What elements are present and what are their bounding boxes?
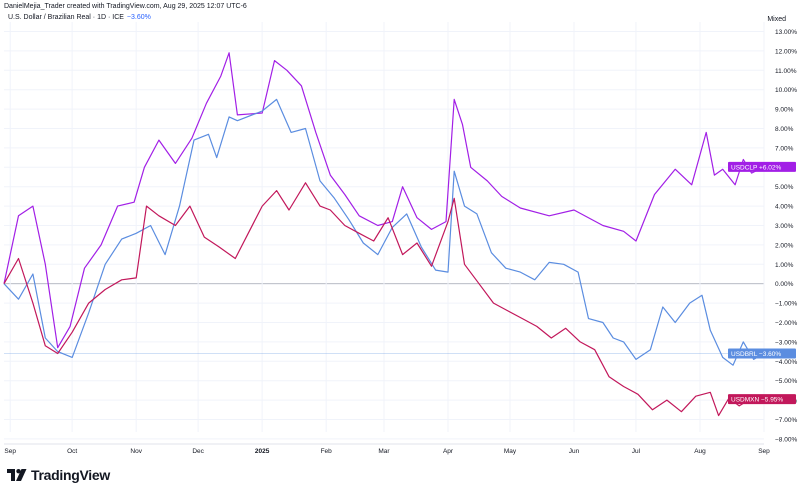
last-label-text: USDCLP +6.02%	[731, 164, 782, 171]
symbol-change: −3.60%	[126, 14, 151, 21]
y-tick-label: 11.00%	[775, 68, 797, 75]
y-tick-label: −3.00%	[775, 339, 797, 346]
symbol-title[interactable]: U.S. Dollar / Brazilian Real · 1D · ICE −…	[8, 14, 151, 21]
x-tick-label: Mar	[378, 448, 390, 455]
chart-attribution: DanielMejia_Trader created with TradingV…	[4, 3, 247, 10]
x-tick-label: Sep	[758, 448, 770, 455]
series-last-labels: USDCLP +6.02% USDBRL −3.60% USDMXN −5.95%	[728, 161, 796, 405]
last-label-text: USDMXN −5.95%	[731, 397, 783, 404]
y-tick-label: 2.00%	[775, 242, 794, 249]
y-tick-label: 13.00%	[775, 29, 797, 36]
y-tick-label: 9.00%	[775, 107, 794, 114]
last-label-usdmxn: USDMXN −5.95%	[728, 394, 796, 405]
y-tick-label: −2.00%	[775, 320, 797, 327]
series-line-usdclp	[3, 52, 765, 349]
grid	[4, 22, 765, 440]
series-line-usdmxn	[3, 182, 765, 417]
x-tick-label: Nov	[130, 448, 142, 455]
x-tick-label: Sep	[4, 448, 16, 455]
y-tick-label: 4.00%	[775, 204, 794, 211]
scale-mode-label[interactable]: Mixed	[767, 16, 786, 23]
x-tick-label: Jun	[569, 448, 580, 455]
tradingview-logo-icon	[7, 469, 27, 481]
brand-name: TradingView	[31, 467, 110, 483]
last-label-usdclp: USDCLP +6.02%	[728, 161, 796, 172]
y-tick-label: 3.00%	[775, 223, 794, 230]
y-tick-label: −7.00%	[775, 417, 797, 424]
y-tick-label: 1.00%	[775, 262, 794, 269]
y-tick-label: 8.00%	[775, 126, 794, 133]
time-axis[interactable]: Sep Oct Nov Dec 2025 Feb Mar Apr May Jun Jul Aug Sep	[4, 443, 770, 455]
last-label-usdbrl: USDBRL −3.60%	[728, 348, 796, 359]
symbol-title-text: U.S. Dollar / Brazilian Real · 1D · ICE	[8, 14, 124, 21]
y-tick-label: −8.00%	[775, 436, 797, 443]
y-tick-label: 7.00%	[775, 145, 794, 152]
x-tick-label: May	[504, 448, 517, 455]
y-tick-label: 0.00%	[775, 281, 794, 288]
y-tick-label: −5.00%	[775, 378, 797, 385]
price-axis[interactable]: 13.00%12.00%11.00%10.00%9.00%8.00%7.00%6…	[775, 29, 797, 443]
footer: TradingView	[0, 456, 800, 488]
y-tick-label: −4.00%	[775, 359, 797, 366]
brand[interactable]: TradingView	[7, 467, 110, 483]
series-lines	[3, 52, 765, 417]
x-tick-label: Apr	[443, 448, 454, 455]
chart-area[interactable]: 13.00%12.00%11.00%10.00%9.00%8.00%7.00%6…	[0, 0, 800, 456]
y-tick-label: −1.00%	[775, 301, 797, 308]
x-tick-label: 2025	[255, 448, 270, 455]
x-tick-label: Dec	[192, 448, 204, 455]
y-tick-label: 10.00%	[775, 87, 797, 94]
last-label-text: USDBRL −3.60%	[731, 351, 781, 358]
x-tick-label: Aug	[694, 448, 706, 455]
y-tick-label: 12.00%	[775, 48, 797, 55]
x-tick-label: Feb	[321, 448, 333, 455]
y-tick-label: 5.00%	[775, 184, 794, 191]
x-tick-label: Jul	[632, 448, 641, 455]
x-tick-label: Oct	[67, 448, 77, 455]
